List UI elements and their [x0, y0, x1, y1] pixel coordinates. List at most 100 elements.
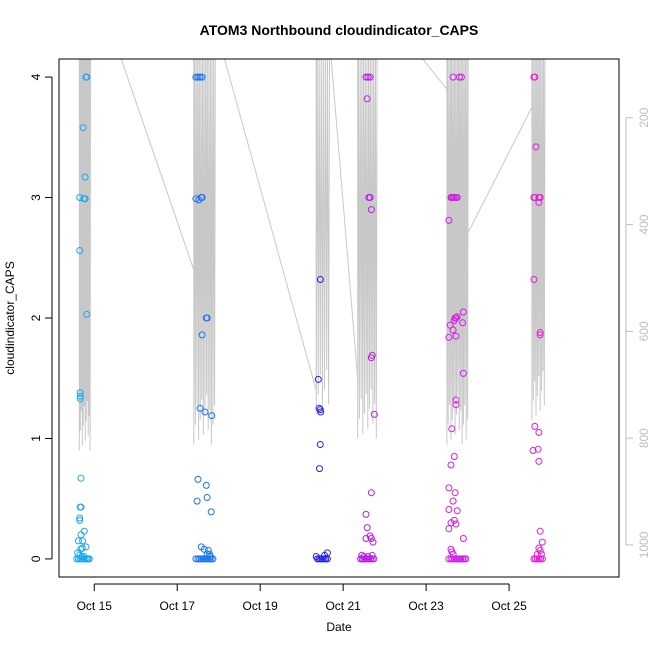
data-point: [76, 516, 84, 524]
data-point: [535, 198, 543, 206]
data-point: [316, 441, 324, 448]
data-point: [538, 555, 546, 563]
data-point: [445, 216, 453, 224]
profile-connector-1: [120, 59, 195, 270]
data-point: [452, 396, 460, 404]
data-point: [532, 143, 540, 151]
data-point: [367, 535, 375, 542]
data-point: [362, 510, 370, 518]
data-point: [367, 489, 375, 497]
data-point: [201, 408, 209, 416]
data-point: [76, 514, 84, 522]
right-axis-tick-label: 200: [637, 107, 650, 127]
data-point: [77, 503, 85, 511]
data-point: [459, 535, 467, 542]
data-point: [196, 73, 204, 81]
data-point: [445, 555, 453, 563]
data-point: [453, 507, 461, 515]
data-point: [316, 406, 324, 414]
data-point: [452, 401, 460, 409]
data-point: [445, 484, 453, 492]
data-point: [76, 392, 84, 400]
data-point: [209, 555, 217, 563]
data-point: [370, 555, 378, 563]
data-point: [202, 314, 210, 322]
data-point: [198, 331, 206, 339]
data-point: [447, 461, 455, 469]
data-point: [362, 535, 370, 542]
data-point: [459, 319, 467, 327]
data-point: [194, 73, 202, 81]
data-point: [198, 194, 206, 201]
data-point: [445, 506, 453, 513]
series-3: [312, 276, 331, 563]
data-point: [194, 475, 202, 483]
x-axis-label: Date: [326, 620, 352, 634]
data-point: [79, 537, 87, 545]
data-point: [75, 537, 82, 545]
data-point: [77, 474, 85, 482]
data-point: [366, 194, 374, 201]
data-point: [447, 519, 455, 527]
right-axis-tick-label: 800: [637, 428, 650, 448]
y-tick-label: 2: [29, 314, 43, 321]
series-6: [529, 73, 546, 563]
y-tick-label: 4: [29, 73, 43, 80]
data-point: [457, 73, 465, 81]
data-point: [196, 404, 204, 412]
profile-connector-3: [330, 59, 359, 379]
data-point: [363, 524, 371, 532]
data-point: [530, 276, 538, 283]
data-point: [83, 310, 91, 318]
data-point: [323, 555, 331, 563]
data-point: [535, 428, 543, 436]
profile-line-group-5: [446, 59, 469, 445]
data-point: [317, 408, 325, 416]
data-point: [81, 173, 89, 181]
profile-line-group-4: [357, 59, 378, 439]
data-point: [364, 73, 372, 81]
data-point: [79, 124, 87, 132]
data-point: [316, 465, 323, 473]
data-point: [531, 194, 539, 201]
data-point: [78, 544, 86, 552]
data-point: [451, 489, 459, 497]
data-point: [207, 508, 215, 516]
y-axis-label: cloudindicator_CAPS: [3, 261, 17, 374]
x-tick-label: Oct 25: [491, 599, 527, 613]
data-point: [314, 375, 322, 383]
profile-line-group-1: [78, 59, 92, 451]
data-point: [531, 73, 539, 81]
series-2: [192, 73, 217, 563]
data-point: [459, 308, 467, 316]
data-point: [366, 73, 374, 81]
x-tick-label: Oct 21: [325, 599, 361, 613]
data-point: [531, 422, 539, 430]
data-point: [453, 194, 461, 201]
data-point: [534, 445, 542, 453]
data-point: [362, 73, 370, 81]
data-point: [76, 395, 84, 403]
data-point: [449, 497, 457, 505]
data-point: [192, 555, 200, 563]
data-point: [449, 326, 457, 334]
data-point: [445, 333, 453, 341]
y-tick-label: 1: [29, 435, 43, 442]
data-point: [536, 329, 544, 336]
chart-title: ATOM3 Northbound cloudindicator_CAPS: [200, 22, 479, 38]
data-point: [80, 527, 88, 535]
series-5: [445, 73, 470, 563]
profile-connector-5: [467, 106, 533, 234]
data-point: [315, 404, 323, 412]
data-point: [83, 73, 91, 81]
points-layer: [73, 73, 546, 563]
data-point: [85, 555, 93, 563]
data-point: [448, 425, 456, 433]
data-point: [203, 494, 211, 501]
data-point: [459, 369, 467, 377]
data-point: [536, 527, 544, 535]
data-point: [450, 453, 458, 460]
y-tick-label: 0: [29, 555, 43, 562]
